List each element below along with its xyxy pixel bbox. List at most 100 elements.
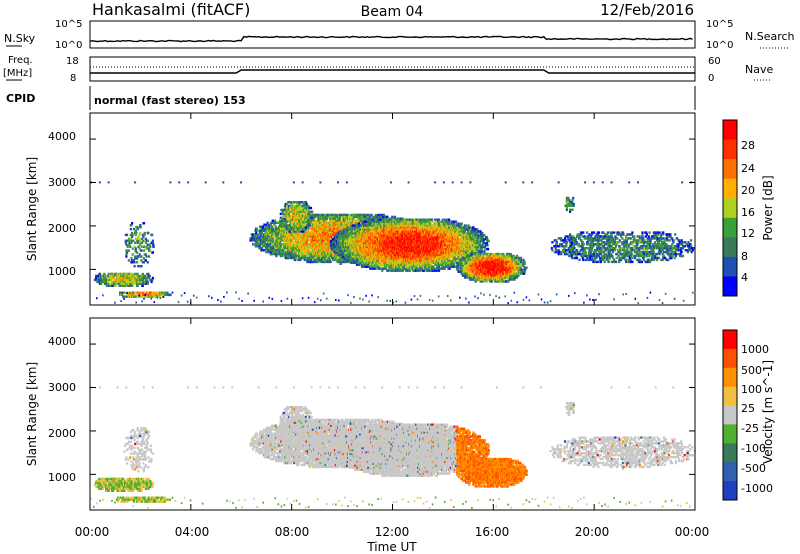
power-cell (250, 233, 253, 236)
power-cell (360, 215, 363, 219)
power-cell (315, 260, 318, 264)
power-cell (253, 235, 257, 238)
power-cell (350, 215, 354, 219)
power-cell (320, 231, 323, 234)
power-cell (311, 221, 314, 224)
power-cell (296, 249, 299, 252)
power-cell (314, 215, 317, 219)
power-cell (365, 217, 368, 221)
nsky-label: N.Sky (4, 32, 36, 45)
power-cell (275, 250, 279, 254)
power-cell (296, 250, 299, 254)
power-cell (338, 260, 342, 264)
power-cell (298, 252, 301, 256)
power-cell (275, 249, 278, 252)
power-cell (327, 227, 330, 230)
power-cell (333, 217, 337, 221)
power-cell (255, 231, 258, 234)
power-cell (332, 219, 335, 222)
power-cell (329, 260, 332, 264)
power-cell (323, 219, 326, 222)
power-cell (320, 213, 323, 217)
power-cell (284, 256, 287, 260)
power-cell (274, 221, 277, 224)
power-cell (331, 215, 334, 219)
power-cell (277, 237, 280, 240)
power-cell (313, 223, 316, 226)
power-cell (260, 227, 263, 230)
power-cell (356, 217, 359, 221)
power-cell (309, 223, 313, 226)
power-cell (308, 233, 311, 236)
power-cell (266, 233, 269, 236)
power-cell (328, 254, 331, 258)
nave-tick-bottom: 0 (708, 73, 714, 84)
power-cell (272, 219, 275, 222)
power-cell (263, 229, 266, 232)
power-cell (327, 233, 330, 236)
power-cell (359, 217, 362, 221)
power-cell (259, 235, 262, 238)
power-cell (319, 217, 322, 221)
nsky-tick-bottom: 10^0 (55, 40, 82, 51)
power-cell (321, 239, 324, 242)
power-cell (314, 245, 317, 248)
power-cell (304, 256, 308, 260)
power-cell (316, 213, 320, 217)
power-cell (249, 239, 252, 242)
power-cell (262, 249, 265, 252)
power-cell (347, 215, 350, 219)
power-cell (349, 215, 352, 219)
power-cell (321, 219, 324, 222)
power-cell (264, 239, 267, 242)
power-cell (294, 254, 297, 258)
power-cell (275, 233, 278, 236)
power-cell (313, 221, 316, 224)
power-cell (324, 225, 327, 228)
power-cell (301, 254, 304, 258)
power-cell (275, 235, 279, 238)
power-cell (258, 239, 262, 242)
power-cell (277, 239, 280, 242)
power-cell (273, 233, 276, 236)
power-cell (270, 239, 273, 242)
cpid-text: normal (fast stereo) 153 (94, 94, 246, 107)
power-cell (269, 237, 272, 240)
power-cell (271, 237, 274, 240)
power-cell (343, 260, 346, 264)
power-cell (279, 241, 282, 244)
power-cell (287, 243, 291, 246)
power-cell (280, 233, 283, 236)
power-cell (303, 243, 306, 246)
power-cell (277, 241, 280, 244)
power-cell (319, 254, 322, 258)
power-cell (336, 256, 339, 260)
power-cell (289, 254, 292, 258)
power-cell (334, 215, 337, 219)
power-cell (309, 258, 313, 262)
power-cell (331, 223, 334, 226)
power-cell (324, 260, 327, 264)
power-cell (326, 237, 329, 240)
power-cell (321, 233, 324, 236)
power-cell (328, 249, 331, 252)
power-cell (320, 237, 323, 240)
power-cell (332, 252, 335, 256)
power-cell (259, 241, 262, 244)
power-cell (323, 217, 326, 221)
power-cell (322, 221, 325, 224)
power-cell (277, 245, 280, 248)
power-cell (266, 250, 269, 254)
power-cell (327, 250, 330, 254)
power-cell (278, 235, 281, 238)
power-cell (319, 229, 322, 232)
power-cell (298, 235, 301, 238)
power-cell (309, 243, 313, 246)
power-cell (281, 252, 284, 256)
power-cell (294, 235, 297, 238)
power-cell (283, 231, 286, 234)
power-cell (269, 223, 272, 226)
power-cell (289, 231, 292, 234)
power-cell (318, 221, 321, 224)
power-cell (284, 221, 287, 224)
